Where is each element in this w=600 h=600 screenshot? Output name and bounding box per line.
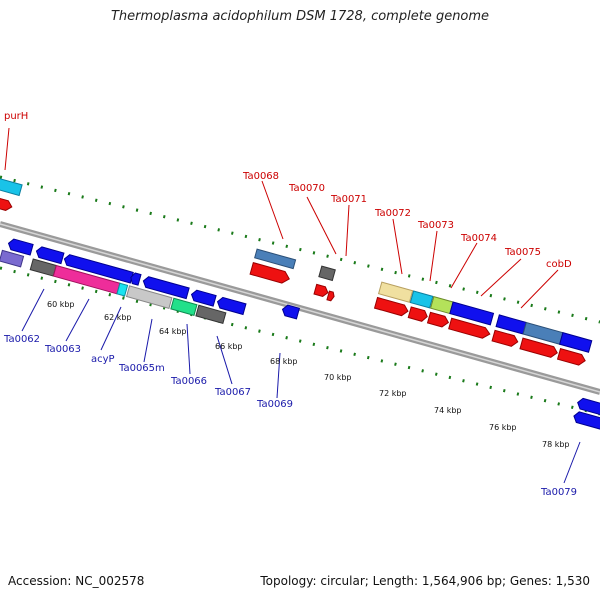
tick-rows <box>0 175 600 416</box>
gene-label[interactable]: Ta0070 <box>288 183 325 194</box>
gene-feature[interactable] <box>429 296 454 315</box>
gene-feature[interactable] <box>556 347 587 367</box>
gene-feature[interactable] <box>0 249 25 268</box>
scale-label: 74 kbp <box>434 406 462 415</box>
gene-feature[interactable] <box>373 296 410 317</box>
gene-feature[interactable] <box>519 337 559 359</box>
gene-label[interactable]: Ta0065m <box>118 363 165 374</box>
gene-feature[interactable] <box>313 283 329 298</box>
gene-feature[interactable] <box>142 276 190 300</box>
scale-label: 60 kbp <box>47 300 75 309</box>
gene-feature[interactable] <box>559 332 593 353</box>
gene-feature[interactable] <box>129 272 142 286</box>
gene-feature[interactable] <box>491 329 519 347</box>
gene-feature[interactable] <box>326 290 335 302</box>
gene-feature[interactable] <box>170 297 198 316</box>
map-title: Thermoplasma acidophilum DSM 1728, compl… <box>110 9 490 24</box>
gene-label[interactable]: Ta0062 <box>3 334 40 345</box>
scale-label: 72 kbp <box>379 389 407 398</box>
forward-strand-genes <box>0 177 593 367</box>
gene-label[interactable]: Ta0074 <box>460 233 497 244</box>
gene-feature[interactable] <box>495 314 527 335</box>
gene-feature[interactable] <box>576 397 600 417</box>
gene-label[interactable]: acyP <box>91 354 115 365</box>
gene-label[interactable]: Ta0068 <box>242 171 279 182</box>
gene-feature[interactable] <box>7 238 34 256</box>
inner-tick-row <box>0 266 600 416</box>
gene-label[interactable]: Ta0066 <box>170 376 207 387</box>
gene-label[interactable]: Ta0067 <box>214 387 251 398</box>
gene-label[interactable]: Ta0071 <box>330 194 367 205</box>
top-gene-labels: purH Ta0068 Ta0070 Ta0071 Ta0072 Ta0073 … <box>4 111 572 270</box>
scale-label: 76 kbp <box>489 423 517 432</box>
gene-feature[interactable] <box>377 281 414 303</box>
gene-label[interactable]: Ta0073 <box>417 220 454 231</box>
gene-feature[interactable] <box>426 311 450 328</box>
gene-feature[interactable] <box>409 290 434 309</box>
scale-label: 62 kbp <box>104 313 132 322</box>
gene-feature[interactable] <box>449 301 495 326</box>
gene-feature[interactable] <box>190 289 217 307</box>
gene-label[interactable]: Ta0069 <box>256 399 293 410</box>
gene-feature[interactable] <box>63 254 134 284</box>
scale-label: 66 kbp <box>215 342 243 351</box>
genome-summary-text: Topology: circular; Length: 1,564,906 bp… <box>260 574 590 588</box>
scale-label: 78 kbp <box>542 440 570 449</box>
reverse-strand-genes <box>0 238 600 431</box>
gene-feature[interactable] <box>0 177 23 197</box>
gene-feature[interactable] <box>407 306 428 322</box>
gene-label[interactable]: purH <box>4 111 28 122</box>
gene-feature[interactable] <box>318 265 336 282</box>
gene-feature[interactable] <box>448 317 491 340</box>
gene-feature[interactable] <box>195 304 227 325</box>
gene-label[interactable]: Ta0063 <box>44 344 81 355</box>
gene-feature[interactable] <box>35 246 65 265</box>
bottom-gene-labels: Ta0062 Ta0063 acyP Ta0065m Ta0066 Ta0067… <box>3 334 577 498</box>
gene-label[interactable]: cobD <box>546 259 572 270</box>
gene-label[interactable]: Ta0072 <box>374 208 411 219</box>
gene-feature[interactable] <box>281 304 301 320</box>
gene-feature[interactable] <box>254 248 297 270</box>
scale-label: 64 kbp <box>159 327 187 336</box>
accession-text: Accession: NC_002578 <box>8 574 145 588</box>
gene-feature[interactable] <box>249 262 291 285</box>
gene-feature[interactable] <box>125 285 173 309</box>
scale-labels: 60 kbp 62 kbp 64 kbp 66 kbp 68 kbp 70 kb… <box>47 300 570 449</box>
gene-label[interactable]: Ta0075 <box>504 247 541 258</box>
gene-feature[interactable] <box>116 282 129 297</box>
gene-feature[interactable] <box>572 411 600 431</box>
scale-label: 70 kbp <box>324 373 352 382</box>
top-label-leaders <box>4 127 559 309</box>
outer-tick-row <box>0 175 600 324</box>
gene-feature[interactable] <box>0 195 13 211</box>
gene-feature[interactable] <box>216 296 247 316</box>
scale-label: 68 kbp <box>270 357 298 366</box>
bottom-label-leaders <box>21 288 581 484</box>
gene-label[interactable]: Ta0079 <box>540 487 577 498</box>
